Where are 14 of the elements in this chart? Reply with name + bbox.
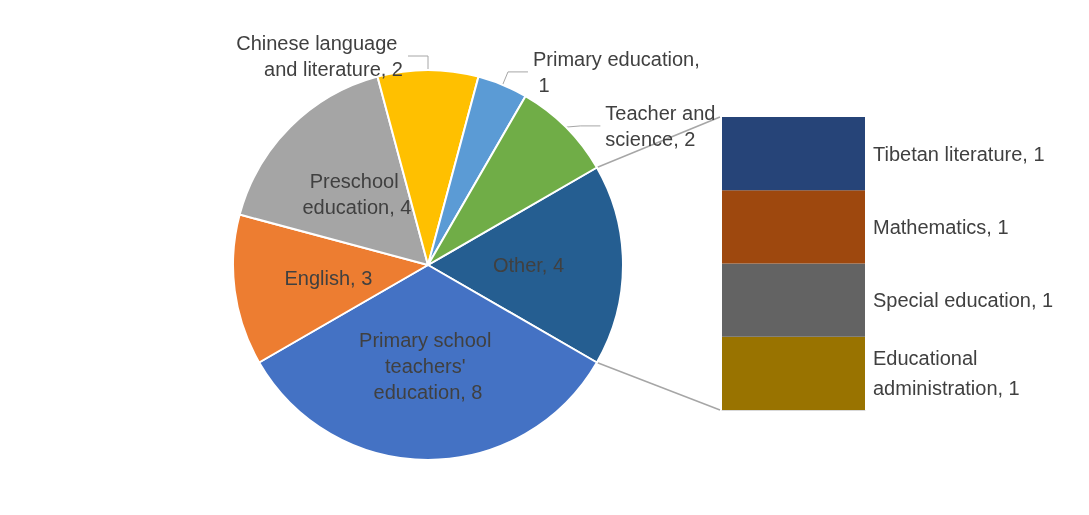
- slice-label: English, 3: [284, 267, 373, 290]
- series-label: Tibetan literature, 1: [873, 142, 1045, 165]
- series-label: Mathematics, 1: [873, 215, 1009, 238]
- slice-label: Primary school teachers' education, 8: [359, 328, 497, 403]
- slice-label: Primary education, 1: [532, 47, 700, 96]
- bar: [722, 117, 865, 191]
- slice-label: Preschool education, 4: [302, 169, 412, 218]
- series-label: Special education, 1: [873, 289, 1054, 312]
- slice-label: Other, 4: [492, 254, 565, 276]
- bar: [722, 263, 865, 337]
- bar: [722, 336, 865, 410]
- series-label: Educational administration, 1: [873, 347, 1020, 400]
- bar: [722, 190, 865, 264]
- slice-label: Teacher and science, 2: [605, 101, 721, 150]
